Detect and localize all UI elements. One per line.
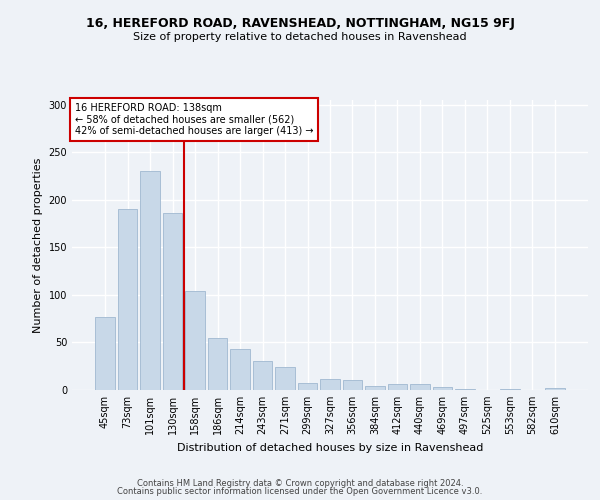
Bar — [118, 210, 137, 390]
Y-axis label: Number of detached properties: Number of detached properties — [33, 158, 43, 332]
Bar — [410, 384, 430, 390]
Bar — [388, 384, 407, 390]
Text: Size of property relative to detached houses in Ravenshead: Size of property relative to detached ho… — [133, 32, 467, 42]
Text: 16, HEREFORD ROAD, RAVENSHEAD, NOTTINGHAM, NG15 9FJ: 16, HEREFORD ROAD, RAVENSHEAD, NOTTINGHA… — [86, 18, 514, 30]
Bar — [365, 386, 385, 390]
Bar — [208, 338, 227, 390]
Bar — [140, 172, 160, 390]
Bar — [185, 291, 205, 390]
Bar — [95, 317, 115, 390]
Bar — [298, 384, 317, 390]
X-axis label: Distribution of detached houses by size in Ravenshead: Distribution of detached houses by size … — [177, 442, 483, 452]
Bar — [343, 380, 362, 390]
Bar — [230, 349, 250, 390]
Bar — [320, 378, 340, 390]
Bar — [545, 388, 565, 390]
Bar — [275, 367, 295, 390]
Bar — [455, 389, 475, 390]
Text: Contains HM Land Registry data © Crown copyright and database right 2024.: Contains HM Land Registry data © Crown c… — [137, 478, 463, 488]
Text: 16 HEREFORD ROAD: 138sqm
← 58% of detached houses are smaller (562)
42% of semi-: 16 HEREFORD ROAD: 138sqm ← 58% of detach… — [74, 103, 313, 136]
Bar — [253, 360, 272, 390]
Bar — [163, 213, 182, 390]
Bar — [500, 389, 520, 390]
Bar — [433, 387, 452, 390]
Text: Contains public sector information licensed under the Open Government Licence v3: Contains public sector information licen… — [118, 487, 482, 496]
